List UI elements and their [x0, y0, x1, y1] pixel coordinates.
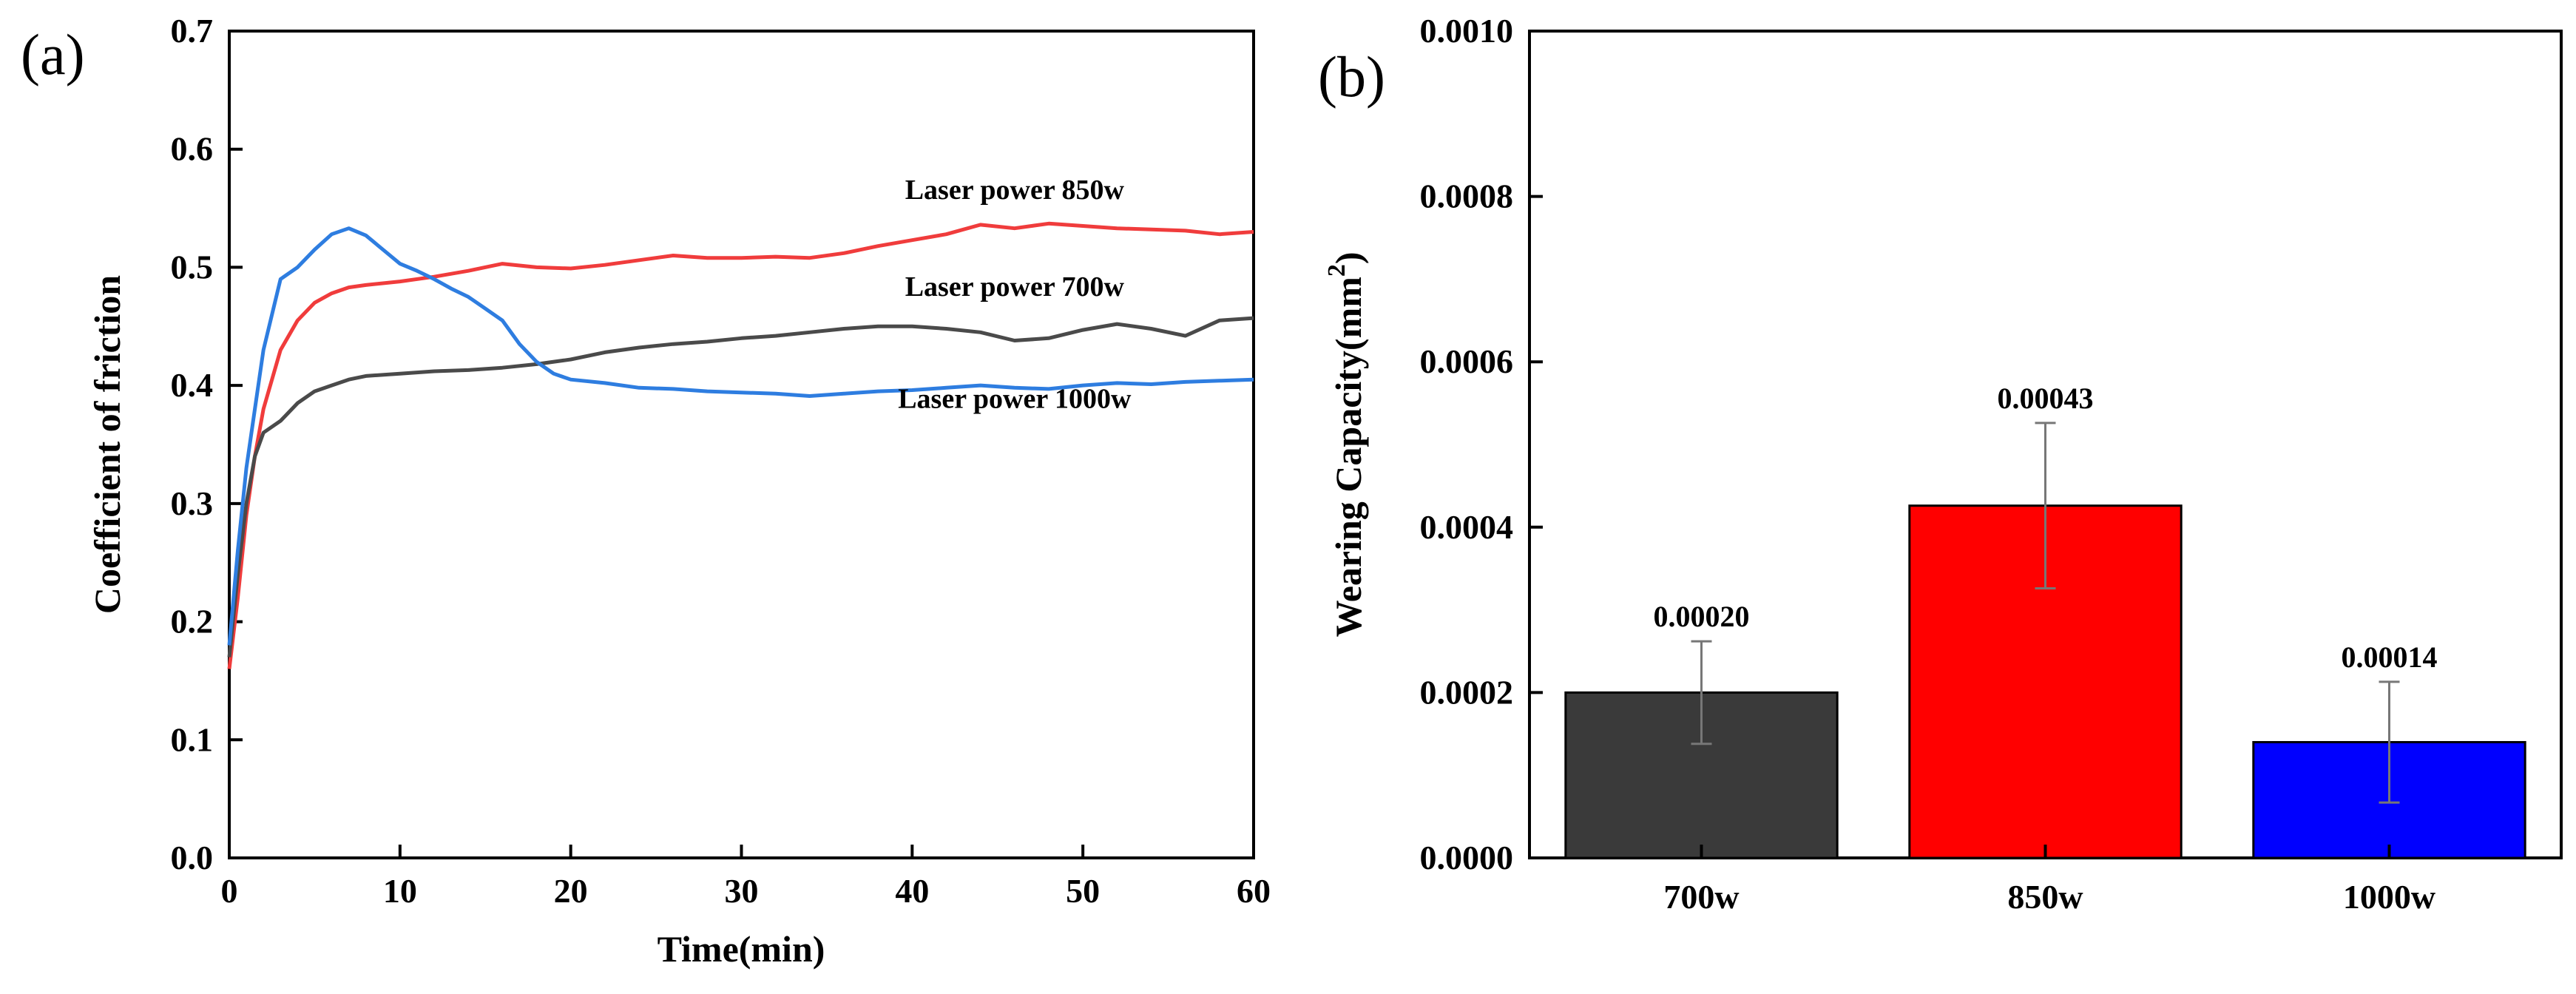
x-tick-label-b: 700w: [1663, 878, 1739, 916]
y-tick-label-b: 0.0010: [1420, 12, 1514, 50]
x-axis-b: 700w 850w 1000w: [1663, 845, 2435, 916]
y-tick-label-a: 0.7: [171, 12, 214, 50]
x-tick-label-b: 850w: [2007, 878, 2083, 916]
y-axis-title-a: Coefficient of friction: [87, 275, 128, 614]
y-tick-label-b: 0.0002: [1420, 673, 1514, 711]
y-tick-label-b: 0.0008: [1420, 178, 1514, 215]
y-tick-label-b: 0.0006: [1420, 342, 1514, 380]
series-line-laser-power-1000w: [227, 226, 1254, 646]
series-annotation: Laser power 1000w: [898, 383, 1132, 414]
y-axis-title-b-main: Wearing Capacity(mm: [1328, 277, 1369, 637]
x-tick-label-a: 30: [725, 872, 759, 910]
series-annotation: Laser power 850w: [905, 175, 1125, 206]
series-line-laser-power-850w: [227, 221, 1254, 669]
x-tick-label-a: 10: [383, 872, 417, 910]
x-tick-label-a: 50: [1066, 872, 1100, 910]
x-tick-label-a: 0: [221, 872, 238, 910]
y-axis-title-b: Wearing Capacity(mm2): [1323, 251, 1369, 637]
bars-b: 0.00020 0.00043 0.00014: [1564, 382, 2526, 859]
bar-value-label: 0.00014: [2342, 640, 2438, 674]
series-group-a: [227, 221, 1254, 669]
series-annotation: Laser power 700w: [905, 271, 1125, 302]
y-tick-label-a: 0.4: [171, 366, 214, 404]
x-tick-label-a: 40: [895, 872, 929, 910]
annotations-a: Laser power 850w Laser power 700w Laser po…: [898, 175, 1132, 415]
plot-frame-a: [228, 30, 1255, 859]
panel-b-label: (b): [1318, 44, 1385, 109]
x-tick-label-a: 60: [1237, 872, 1271, 910]
y-tick-label-a: 0.6: [171, 130, 214, 168]
y-tick-label-a: 0.0: [171, 839, 214, 876]
y-tick-label-b: 0.0004: [1420, 508, 1514, 546]
panel-a-label: (a): [21, 22, 85, 87]
series-line-laser-power-700w: [227, 316, 1254, 657]
y-axis-title-b-close: ): [1328, 251, 1369, 264]
y-tick-label-a: 0.1: [171, 720, 214, 758]
x-axis-title-a: Time(min): [657, 928, 825, 970]
y-tick-label-a: 0.3: [171, 484, 214, 522]
x-tick-label-b: 1000w: [2343, 878, 2435, 916]
x-axis-a: 0 10 20 30 40 50 60: [221, 845, 1271, 910]
y-tick-label-b: 0.0000: [1420, 839, 1514, 876]
panel-a: (a) 0.0 0.1 0.2 0.3 0.4 0.5 0.6 0.7 0 10 20 30 40 50…: [21, 12, 1271, 970]
bar-value-label: 0.00043: [1998, 382, 2094, 415]
y-axis-b: 0.0000 0.0002 0.0004 0.0006 0.0008 0.0010: [1420, 12, 1543, 876]
panel-b: (b) 0.0000 0.0002 0.0004 0.0006 0.0008 0.0010…: [1318, 12, 2563, 916]
y-axis-title-b-sup: 2: [1323, 264, 1350, 277]
y-tick-label-a: 0.5: [171, 248, 214, 285]
y-tick-label-a: 0.2: [171, 603, 214, 640]
y-axis-a: 0.0 0.1 0.2 0.3 0.4 0.5 0.6 0.7: [171, 12, 243, 876]
x-tick-label-a: 20: [554, 872, 588, 910]
bar-value-label: 0.00020: [1654, 600, 1750, 633]
